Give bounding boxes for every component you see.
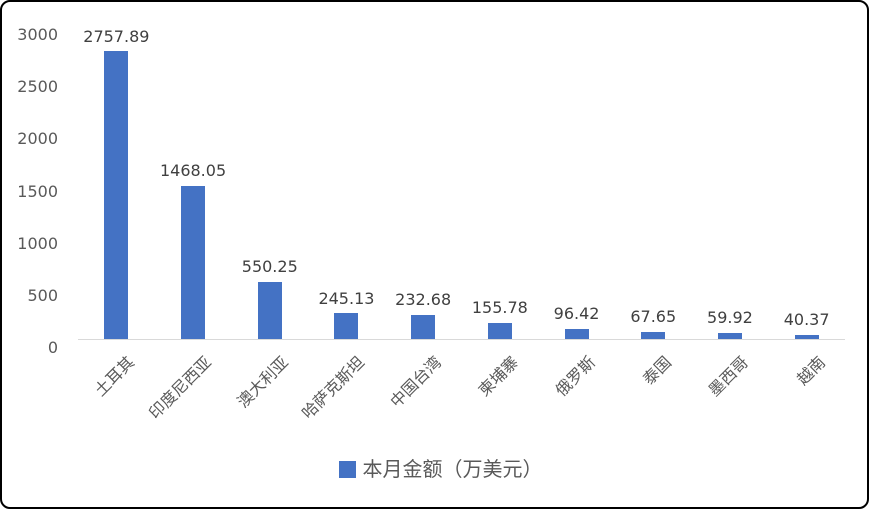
bar	[641, 331, 666, 339]
bar	[794, 334, 819, 339]
data-label: 232.68	[395, 290, 452, 310]
category-label: 印度尼西亚	[145, 352, 216, 423]
category-label: 墨西哥	[704, 352, 752, 400]
category-label: 中国台湾	[386, 352, 446, 412]
legend-label: 本月金额（万美元）	[362, 457, 543, 481]
legend: 本月金额（万美元）	[14, 459, 867, 479]
y-axis-tick-label: 0	[47, 338, 58, 357]
data-label: 96.42	[553, 304, 600, 324]
bar	[411, 314, 436, 339]
y-axis-tick-label: 3000	[17, 25, 58, 44]
bar	[717, 332, 742, 339]
data-label: 40.37	[783, 310, 830, 330]
data-label: 59.92	[707, 308, 753, 328]
y-axis-tick-label: 1500	[17, 181, 58, 201]
data-label: 1468.05	[159, 161, 227, 181]
legend-marker-icon	[338, 460, 356, 478]
x-axis-line	[78, 339, 845, 340]
category-label: 泰国	[639, 352, 676, 389]
y-axis-tick-label: 500	[27, 285, 58, 305]
data-label: 67.65	[630, 307, 677, 327]
y-axis-tick-label: 2500	[17, 77, 58, 97]
data-label: 155.78	[471, 298, 528, 318]
category-label: 俄罗斯	[551, 352, 599, 400]
data-label: 245.13	[318, 288, 375, 308]
y-axis-tick-label: 1000	[17, 233, 58, 253]
bar	[104, 51, 129, 339]
data-label: 2757.89	[83, 26, 150, 46]
category-label: 柬埔寨	[474, 352, 522, 400]
bar	[257, 281, 282, 339]
bar	[487, 322, 512, 339]
category-label: 澳大利亚	[233, 352, 292, 412]
category-label: 越南	[792, 352, 829, 389]
y-axis-tick-label: 2000	[17, 129, 58, 149]
data-label: 550.25	[241, 257, 298, 276]
category-label: 哈萨克斯坦	[298, 352, 369, 423]
category-label: 土耳其	[90, 352, 139, 400]
bar	[564, 328, 589, 339]
bar	[181, 185, 206, 339]
bar	[334, 313, 359, 339]
